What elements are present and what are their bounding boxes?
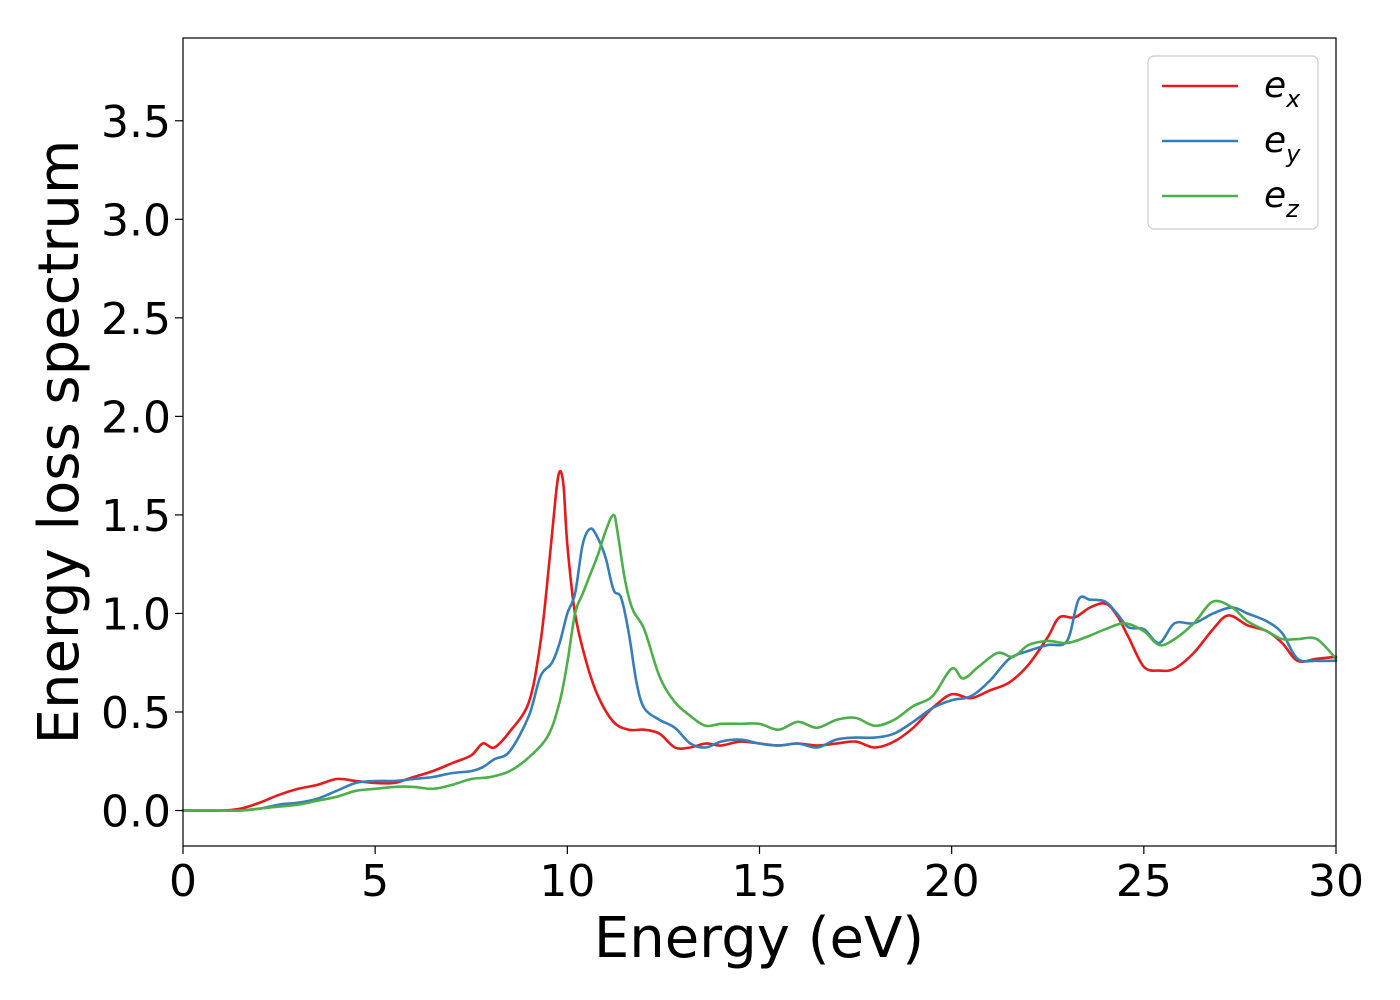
y-tick-label: 1.0 bbox=[101, 589, 171, 640]
x-tick-label: 10 bbox=[539, 856, 595, 907]
x-tick-label: 15 bbox=[732, 856, 788, 907]
y-tick-label: 3.0 bbox=[101, 195, 171, 246]
x-tick-label: 25 bbox=[1116, 856, 1172, 907]
y-tick-label: 2.0 bbox=[101, 392, 171, 443]
y-tick-label: 3.5 bbox=[101, 97, 171, 148]
legend-subscript: x bbox=[1285, 85, 1301, 113]
x-axis-label: Energy (eV) bbox=[594, 906, 924, 971]
y-tick-label: 0.5 bbox=[101, 688, 171, 739]
y-tick-label: 2.5 bbox=[101, 294, 171, 345]
y-axis-label: Energy loss spectrum bbox=[27, 140, 92, 745]
x-axis: 0 5 10 15 20 25 30 bbox=[169, 846, 1364, 907]
series-line-y bbox=[181, 527, 1338, 812]
x-tick-label: 5 bbox=[361, 856, 389, 907]
y-axis: 0.0 0.5 1.0 1.5 2.0 2.5 3.0 3.5 bbox=[101, 97, 183, 838]
series-line-x bbox=[181, 469, 1338, 812]
series-line-z bbox=[181, 513, 1338, 812]
x-tick-label: 0 bbox=[169, 856, 197, 907]
legend-subscript: z bbox=[1285, 195, 1300, 223]
legend-box bbox=[1147, 55, 1319, 230]
y-tick-label: 1.5 bbox=[101, 491, 171, 542]
y-tick-label: 0.0 bbox=[101, 787, 171, 838]
series-layer bbox=[181, 469, 1338, 812]
x-tick-label: 20 bbox=[924, 856, 980, 907]
legend-subscript: y bbox=[1285, 140, 1301, 168]
x-tick-label: 30 bbox=[1308, 856, 1364, 907]
